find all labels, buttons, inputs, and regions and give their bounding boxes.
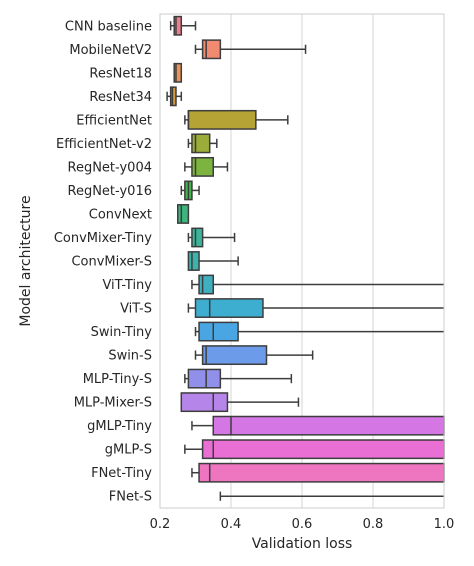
x-axis-title: Validation loss	[252, 536, 353, 552]
y-axis-title: Model architecture	[18, 195, 34, 326]
box-swin-s	[194, 345, 314, 366]
category-label: ViT-S	[120, 302, 152, 317]
category-label: Swin-S	[108, 349, 152, 364]
box-efficientnet	[184, 109, 289, 130]
box-resnet34	[166, 86, 183, 107]
iqr-box	[187, 368, 222, 389]
box-swin-tiny	[194, 321, 444, 342]
iqr-box	[191, 227, 204, 248]
iqr-box	[198, 321, 239, 342]
category-label: Swin-Tiny	[91, 325, 153, 340]
iqr-box	[201, 345, 268, 366]
box-cnn-baseline	[169, 15, 197, 36]
box-regnet-y016	[180, 180, 200, 201]
iqr-box	[191, 156, 214, 177]
iqr-box	[177, 204, 190, 224]
category-label: ConvNext	[89, 207, 152, 222]
category-label: ResNet18	[89, 66, 152, 81]
category-label: MLP-Mixer-S	[74, 396, 152, 411]
category-label: RegNet-y016	[68, 184, 153, 199]
box-mlp-mixer-s	[180, 392, 300, 413]
category-label: EfficientNet-v2	[56, 137, 152, 152]
box-gmlp-s	[184, 439, 445, 460]
box-convmixer-s	[187, 251, 239, 271]
category-label: ResNet34	[89, 90, 152, 105]
iqr-box	[173, 62, 183, 83]
x-tick-label: 0.8	[363, 517, 384, 532]
category-label: MobileNetV2	[69, 43, 152, 58]
category-label: ConvMixer-Tiny	[54, 231, 152, 246]
box-vit-tiny	[191, 274, 444, 295]
x-tick-label: 0.2	[150, 517, 171, 532]
y-tick-labels: CNN baseline MobileNetV2 ResNet18 ResNet34 E…	[54, 19, 152, 504]
category-label: CNN baseline	[65, 19, 152, 34]
iqr-box	[194, 298, 264, 318]
iqr-box	[198, 462, 445, 483]
iqr-box	[187, 109, 257, 130]
box-efficientnet-v2	[187, 133, 218, 154]
box-series	[166, 15, 445, 501]
box-vit-s	[187, 298, 444, 318]
category-label: ConvMixer-S	[71, 255, 152, 270]
box-fnet-s	[219, 491, 444, 501]
category-label: gMLP-Tiny	[87, 419, 152, 434]
iqr-box	[180, 392, 229, 413]
iqr-box	[201, 439, 445, 460]
box-mobilenetv2	[194, 39, 307, 60]
box-mlp-tiny-s	[184, 368, 293, 389]
x-tick-label: 0.6	[292, 517, 313, 532]
category-label: EfficientNet	[76, 113, 152, 128]
box-regnet-y004	[184, 156, 229, 177]
box-fnet-tiny	[191, 462, 445, 483]
iqr-box	[169, 86, 177, 107]
category-label: MLP-Tiny-S	[83, 372, 152, 387]
iqr-box	[201, 39, 222, 60]
category-label: RegNet-y004	[68, 160, 153, 175]
category-label: gMLP-S	[105, 443, 152, 458]
x-tick-label: 1.0	[434, 517, 455, 532]
x-tick-label: 0.4	[221, 517, 242, 532]
iqr-box	[198, 274, 215, 295]
box-convnext	[177, 204, 190, 224]
category-label: FNet-Tiny	[91, 466, 152, 481]
box-convmixer-tiny	[187, 227, 236, 248]
category-label: ViT-Tiny	[102, 278, 152, 293]
box-resnet18	[173, 62, 183, 83]
x-tick-labels: 0.2 0.4 0.6 0.8 1.0	[150, 517, 455, 532]
box-gmlp-tiny	[191, 415, 445, 436]
iqr-box	[173, 15, 183, 36]
category-label: FNet-S	[109, 490, 152, 505]
plot-frame	[159, 13, 445, 509]
iqr-box	[191, 133, 211, 154]
iqr-box	[212, 415, 445, 436]
iqr-box	[187, 251, 200, 271]
